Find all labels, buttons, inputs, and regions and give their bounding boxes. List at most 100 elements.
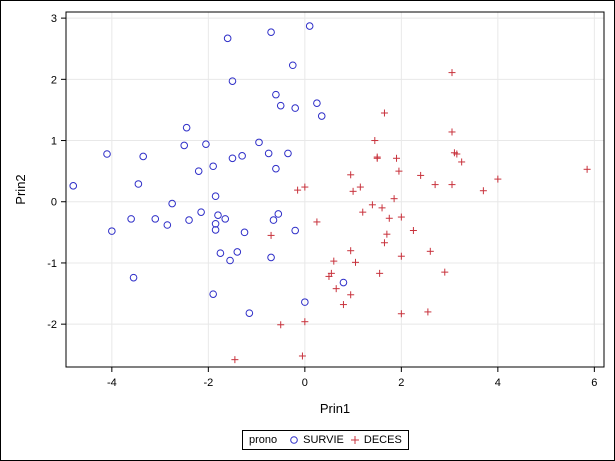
deces-point (397, 310, 405, 318)
deces-point (359, 208, 367, 216)
y-tick-label: -2 (47, 319, 57, 331)
survie-point (103, 150, 111, 158)
survie-point (69, 182, 78, 190)
x-tick-label: -4 (107, 377, 117, 389)
survie-point (197, 208, 205, 216)
deces-point (376, 269, 384, 277)
deces-point (301, 318, 309, 326)
survie-point (127, 215, 135, 223)
deces-point (453, 150, 461, 158)
survie-point (301, 298, 309, 306)
survie-point (238, 152, 246, 160)
survie-point (228, 77, 237, 85)
deces-point (267, 231, 275, 239)
deces-point (313, 218, 321, 226)
deces-point (385, 214, 393, 222)
deces-point (448, 69, 456, 77)
grid-lines (66, 12, 604, 367)
survie-point (223, 34, 232, 43)
deces-point (397, 213, 405, 221)
survie-point (288, 61, 297, 70)
survie-point (339, 278, 348, 287)
survie-point (291, 104, 299, 112)
survie-point (291, 226, 299, 235)
survie-point (216, 249, 225, 257)
deces-point (294, 186, 302, 194)
plot-area (65, 11, 605, 368)
y-tick-label: -1 (47, 258, 57, 270)
survie-point (276, 101, 285, 110)
deces-point (368, 201, 376, 209)
deces-point (417, 171, 425, 179)
survie-point (305, 22, 314, 30)
survie-point (284, 149, 292, 158)
deces-point (397, 252, 405, 260)
legend-title: prono (249, 434, 278, 446)
survie-point (168, 199, 176, 208)
deces-point (378, 204, 386, 212)
deces-point (448, 181, 456, 189)
deces-point (426, 247, 434, 255)
deces-point (371, 137, 379, 145)
data-points (69, 22, 591, 364)
survie-point (202, 140, 210, 149)
circle-marker-icon (290, 436, 298, 444)
deces-point (494, 175, 502, 183)
survie-point (267, 28, 275, 36)
plus-marker-icon (350, 436, 359, 444)
deces-point (373, 153, 381, 161)
survie-point (163, 221, 172, 229)
legend-label-survie: SURVIE (303, 434, 344, 446)
deces-point (347, 247, 355, 255)
survie-point (139, 152, 148, 161)
survie-point (134, 180, 143, 188)
deces-point (332, 285, 340, 293)
deces-point (277, 321, 285, 329)
x-tick-label: -2 (203, 377, 213, 389)
legend-label-deces: DECES (363, 434, 402, 446)
deces-point (380, 109, 388, 117)
survie-point (233, 248, 242, 256)
deces-point (409, 227, 417, 235)
deces-point (380, 239, 388, 247)
survie-point (245, 309, 254, 317)
x-tick-label: 4 (495, 377, 501, 389)
survie-point (180, 141, 189, 150)
x-tick-label: 2 (398, 377, 404, 389)
x-tick-label: 0 (302, 377, 308, 389)
deces-point (393, 154, 401, 162)
survie-point (129, 273, 138, 282)
deces-point (390, 195, 398, 203)
deces-point (395, 167, 403, 175)
deces-point (347, 291, 355, 299)
survie-point (211, 219, 220, 228)
deces-point (448, 128, 456, 136)
deces-point (339, 301, 347, 309)
survie-point (317, 112, 326, 120)
survie-point (151, 215, 160, 223)
deces-point (458, 158, 466, 166)
x-tick-label: 6 (591, 377, 597, 389)
survie-point (228, 154, 237, 163)
legend-entry-survie: SURVIE (289, 434, 344, 446)
legend-entry-deces: DECES (350, 434, 402, 446)
deces-point (583, 165, 591, 173)
deces-point (431, 181, 439, 189)
series-deces (231, 69, 591, 364)
survie-point (209, 162, 217, 171)
survie-point (211, 192, 220, 201)
y-tick-label: 1 (51, 136, 57, 148)
survie-point (226, 256, 234, 265)
survie-point (267, 253, 275, 262)
deces-point (356, 183, 364, 191)
survie-point (255, 138, 263, 147)
survie-point (214, 211, 222, 220)
deces-point (441, 268, 449, 276)
survie-point (264, 149, 273, 158)
survie-point (269, 216, 278, 224)
x-axis-title: Prin1 (320, 401, 350, 416)
survie-point (272, 90, 280, 99)
legend: prono SURVIE DECES (242, 430, 409, 450)
